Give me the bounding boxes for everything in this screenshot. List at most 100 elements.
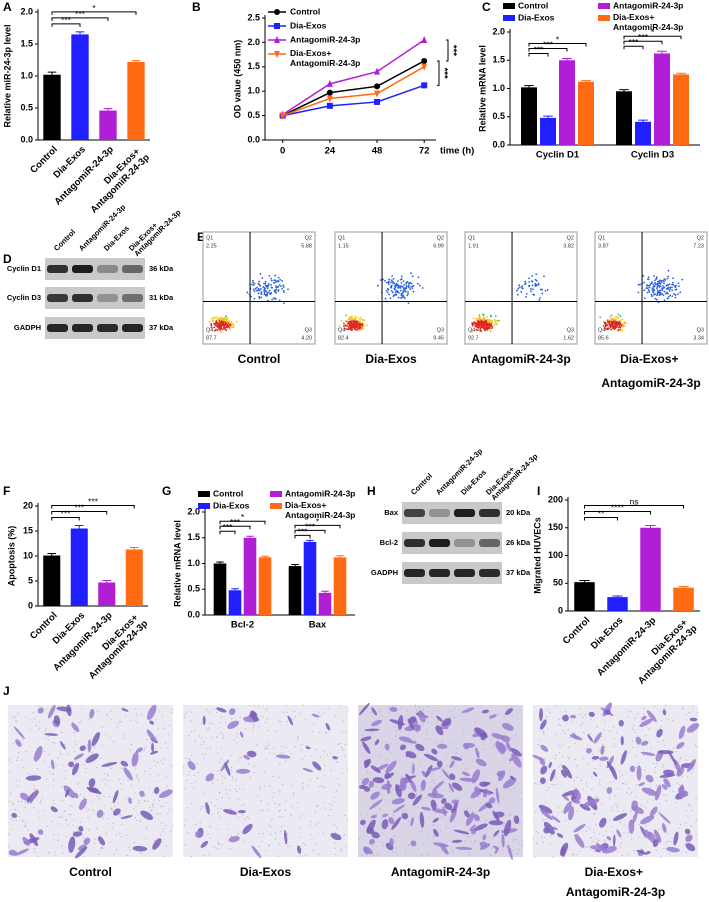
pore xyxy=(188,774,190,776)
pore xyxy=(18,751,20,754)
blot-band xyxy=(47,294,68,302)
cell xyxy=(15,739,22,747)
legend-label: AntagomiR-24-3p xyxy=(285,488,355,498)
pore xyxy=(437,748,439,750)
pore xyxy=(127,779,129,781)
significance-label: *** xyxy=(230,517,241,527)
event-dot xyxy=(342,322,345,325)
pore xyxy=(25,825,27,827)
significance-label: *** xyxy=(447,45,458,56)
pore xyxy=(117,802,119,804)
pore xyxy=(220,746,223,748)
pore xyxy=(450,710,452,712)
event-dot xyxy=(654,293,657,295)
error-bar xyxy=(246,535,254,538)
cell xyxy=(549,769,556,782)
pore xyxy=(532,837,534,840)
pore xyxy=(637,784,640,786)
cell xyxy=(242,823,253,835)
pore xyxy=(243,841,245,843)
pore xyxy=(625,783,627,785)
pore xyxy=(515,735,517,737)
event-dot xyxy=(362,328,365,330)
error-bar xyxy=(321,590,329,593)
event-dot xyxy=(663,280,665,283)
pore xyxy=(187,832,189,834)
pore xyxy=(108,780,110,782)
event-dot xyxy=(214,322,217,325)
significance-label: * xyxy=(651,27,655,37)
event-dot xyxy=(213,329,216,332)
pore xyxy=(65,818,68,821)
significance-label: *** xyxy=(61,509,72,519)
cell xyxy=(493,830,500,837)
pore xyxy=(318,853,320,856)
pore xyxy=(222,736,224,738)
event-dot xyxy=(357,327,360,330)
pore xyxy=(162,762,164,764)
cell xyxy=(399,744,407,751)
event-dot xyxy=(494,315,497,318)
event-dot xyxy=(355,317,357,320)
event-dot xyxy=(541,288,544,291)
pore xyxy=(431,824,433,826)
cell xyxy=(654,784,662,801)
pore xyxy=(446,754,448,756)
pore xyxy=(208,853,210,855)
error-bar xyxy=(336,555,344,558)
pore xyxy=(292,794,295,797)
pore xyxy=(329,808,331,810)
legend-swatch xyxy=(598,15,610,21)
cell xyxy=(540,765,548,775)
pore xyxy=(236,834,238,836)
pore xyxy=(171,765,173,767)
event-dot xyxy=(359,323,362,325)
pore xyxy=(38,727,41,729)
y-axis-label: Apoptosis (%) xyxy=(6,526,16,587)
event-dot xyxy=(622,325,624,328)
pore xyxy=(505,757,507,759)
cell xyxy=(78,825,84,832)
pore xyxy=(17,801,19,803)
pore xyxy=(172,825,174,827)
event-dot xyxy=(210,324,213,327)
cell xyxy=(302,767,314,773)
pore xyxy=(547,764,550,766)
image-label: Dia-Exos xyxy=(240,865,292,879)
significance-bracket xyxy=(294,534,311,539)
pore xyxy=(631,740,634,742)
pore xyxy=(644,735,647,737)
event-dot xyxy=(269,293,272,296)
pore xyxy=(130,743,132,745)
pore xyxy=(208,722,211,725)
pore xyxy=(294,746,297,748)
event-dot xyxy=(393,287,396,290)
cell xyxy=(13,726,25,739)
pore xyxy=(266,741,268,744)
cell xyxy=(223,809,238,815)
size-label: 37 kDa xyxy=(506,568,531,577)
bar xyxy=(213,563,227,615)
pore xyxy=(48,766,51,768)
image-label: Control xyxy=(69,865,112,879)
event-dot xyxy=(534,284,537,287)
cell xyxy=(381,819,389,830)
pore xyxy=(385,801,387,803)
pore xyxy=(473,841,476,843)
pore xyxy=(53,833,55,835)
pore xyxy=(15,720,17,722)
pore xyxy=(687,776,689,778)
cell xyxy=(228,836,240,843)
pore xyxy=(479,705,481,707)
event-dot xyxy=(221,323,224,326)
pore xyxy=(372,854,374,857)
blot-band xyxy=(479,569,500,577)
x-tick-label: Bax xyxy=(309,620,327,631)
event-dot xyxy=(637,283,640,286)
pore xyxy=(521,840,524,842)
y-tick-label: 0 xyxy=(28,600,33,610)
pore xyxy=(559,724,561,727)
event-dot xyxy=(672,277,674,280)
pore xyxy=(344,815,346,817)
